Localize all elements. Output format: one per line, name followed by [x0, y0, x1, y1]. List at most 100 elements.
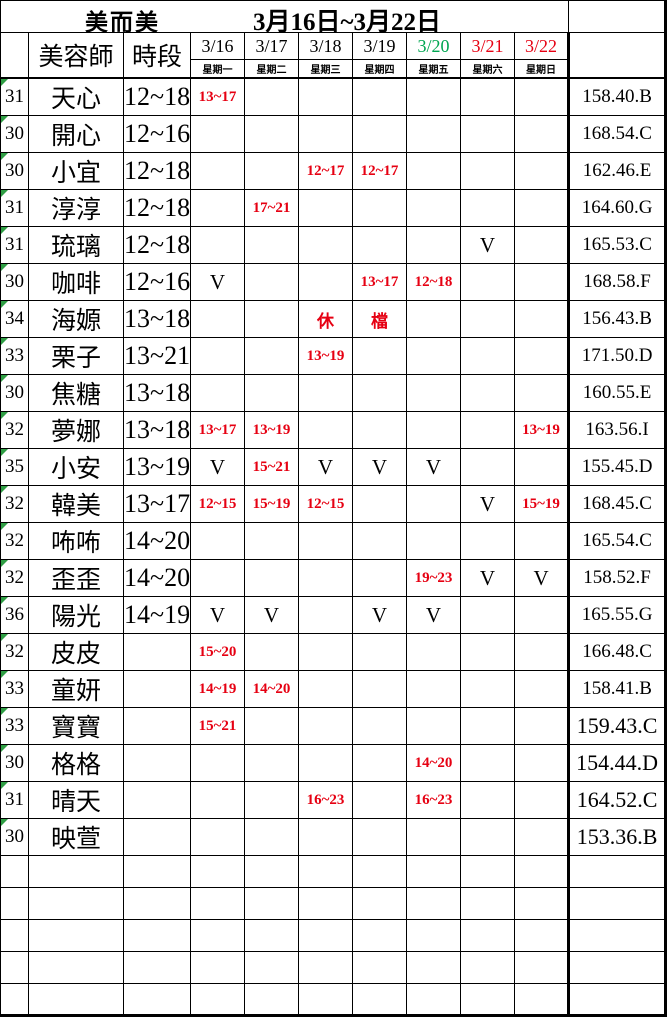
staff-name-cell[interactable] — [28, 919, 124, 952]
day-cell[interactable]: 13~17 — [190, 77, 245, 116]
staff-name-cell[interactable]: 夢娜 — [28, 411, 124, 449]
row-number-cell[interactable]: 30 — [0, 818, 29, 856]
corner-cell[interactable] — [0, 32, 29, 79]
code-cell[interactable] — [567, 855, 667, 888]
day-cell[interactable] — [352, 226, 407, 264]
timeslot-cell[interactable] — [123, 744, 191, 782]
staff-name-cell[interactable]: 海嫄 — [28, 300, 124, 338]
timeslot-cell[interactable]: 14~19 — [123, 596, 191, 634]
row-number-cell[interactable]: 33 — [0, 670, 29, 708]
day-cell[interactable] — [244, 559, 299, 597]
row-number-cell[interactable]: 31 — [0, 226, 29, 264]
day-cell[interactable] — [406, 152, 461, 190]
code-cell[interactable]: 158.52.F — [567, 559, 667, 597]
day-cell[interactable] — [352, 707, 407, 745]
day-cell[interactable]: 12~15 — [190, 485, 245, 523]
code-cell[interactable]: 164.52.C — [567, 781, 667, 819]
timeslot-cell[interactable] — [123, 855, 191, 888]
day-cell[interactable] — [406, 818, 461, 856]
day-cell[interactable]: 14~20 — [244, 670, 299, 708]
staff-name-cell[interactable] — [28, 887, 124, 920]
day-cell[interactable] — [244, 226, 299, 264]
day-cell[interactable]: 13~19 — [298, 337, 353, 375]
code-cell[interactable]: 156.43.B — [567, 300, 667, 338]
staff-name-cell[interactable]: 寶寶 — [28, 707, 124, 745]
day-cell[interactable] — [352, 411, 407, 449]
day-cell[interactable] — [460, 707, 515, 745]
code-cell[interactable]: 162.46.E — [567, 152, 667, 190]
staff-name-cell[interactable]: 淳淳 — [28, 189, 124, 227]
day-cell[interactable] — [513, 744, 570, 782]
code-cell[interactable] — [567, 983, 667, 1016]
day-cell[interactable] — [352, 633, 407, 671]
day-cell[interactable] — [352, 951, 407, 984]
timeslot-cell[interactable]: 12~18 — [123, 226, 191, 264]
day-cell[interactable] — [406, 411, 461, 449]
code-cell[interactable] — [567, 919, 667, 952]
day-cell[interactable] — [513, 77, 570, 116]
day-cell[interactable]: V — [406, 596, 461, 634]
day-cell[interactable] — [513, 919, 570, 952]
day-cell[interactable] — [352, 337, 407, 375]
day-cell[interactable] — [298, 411, 353, 449]
date-header-3-19[interactable]: 3/19 — [352, 32, 407, 60]
timeslot-cell[interactable]: 12~18 — [123, 189, 191, 227]
day-cell[interactable] — [244, 300, 299, 338]
day-cell[interactable] — [190, 818, 245, 856]
code-cell[interactable]: 168.54.C — [567, 115, 667, 153]
day-cell[interactable] — [298, 707, 353, 745]
timeslot-cell[interactable]: 13~18 — [123, 374, 191, 412]
day-cell[interactable] — [244, 152, 299, 190]
day-cell[interactable] — [406, 226, 461, 264]
day-cell[interactable] — [190, 226, 245, 264]
day-cell[interactable] — [513, 115, 570, 153]
day-cell[interactable] — [244, 855, 299, 888]
day-cell[interactable] — [244, 983, 299, 1016]
day-cell[interactable]: 12~15 — [298, 485, 353, 523]
row-number-cell[interactable]: 31 — [0, 77, 29, 116]
day-cell[interactable] — [513, 300, 570, 338]
day-cell[interactable]: 15~19 — [244, 485, 299, 523]
day-cell[interactable] — [460, 887, 515, 920]
day-cell[interactable] — [513, 337, 570, 375]
day-cell[interactable] — [190, 559, 245, 597]
code-cell[interactable]: 154.44.D — [567, 744, 667, 782]
staff-column-header[interactable]: 美容師 — [28, 32, 124, 79]
code-cell[interactable]: 163.56.I — [567, 411, 667, 449]
day-cell[interactable] — [406, 951, 461, 984]
staff-name-cell[interactable]: 映萱 — [28, 818, 124, 856]
day-cell[interactable] — [460, 596, 515, 634]
row-number-cell[interactable] — [0, 887, 29, 920]
timeslot-cell[interactable] — [123, 951, 191, 984]
day-cell[interactable]: 檔 — [352, 300, 407, 338]
title-cell[interactable]: 美而美 3月16日~3月22日 — [0, 0, 569, 33]
day-cell[interactable] — [352, 374, 407, 412]
weekday-header[interactable]: 星期一 — [190, 59, 245, 79]
row-number-cell[interactable]: 36 — [0, 596, 29, 634]
day-cell[interactable] — [190, 300, 245, 338]
staff-name-cell[interactable]: 格格 — [28, 744, 124, 782]
timeslot-cell[interactable] — [123, 818, 191, 856]
day-cell[interactable] — [298, 951, 353, 984]
row-number-cell[interactable] — [0, 919, 29, 952]
day-cell[interactable] — [460, 633, 515, 671]
day-cell[interactable] — [460, 983, 515, 1016]
day-cell[interactable] — [460, 189, 515, 227]
day-cell[interactable]: 15~20 — [190, 633, 245, 671]
day-cell[interactable] — [460, 115, 515, 153]
code-cell[interactable]: 168.45.C — [567, 485, 667, 523]
row-number-cell[interactable]: 31 — [0, 781, 29, 819]
day-cell[interactable]: 12~17 — [352, 152, 407, 190]
timeslot-cell[interactable] — [123, 983, 191, 1016]
day-cell[interactable] — [298, 887, 353, 920]
day-cell[interactable] — [244, 887, 299, 920]
day-cell[interactable] — [190, 951, 245, 984]
day-cell[interactable] — [460, 77, 515, 116]
day-cell[interactable] — [298, 374, 353, 412]
code-cell[interactable]: 165.55.G — [567, 596, 667, 634]
weekday-header[interactable]: 星期日 — [513, 59, 570, 79]
day-cell[interactable] — [406, 189, 461, 227]
code-cell[interactable]: 164.60.G — [567, 189, 667, 227]
day-cell[interactable]: 17~21 — [244, 189, 299, 227]
title-right-cell[interactable] — [568, 0, 666, 33]
